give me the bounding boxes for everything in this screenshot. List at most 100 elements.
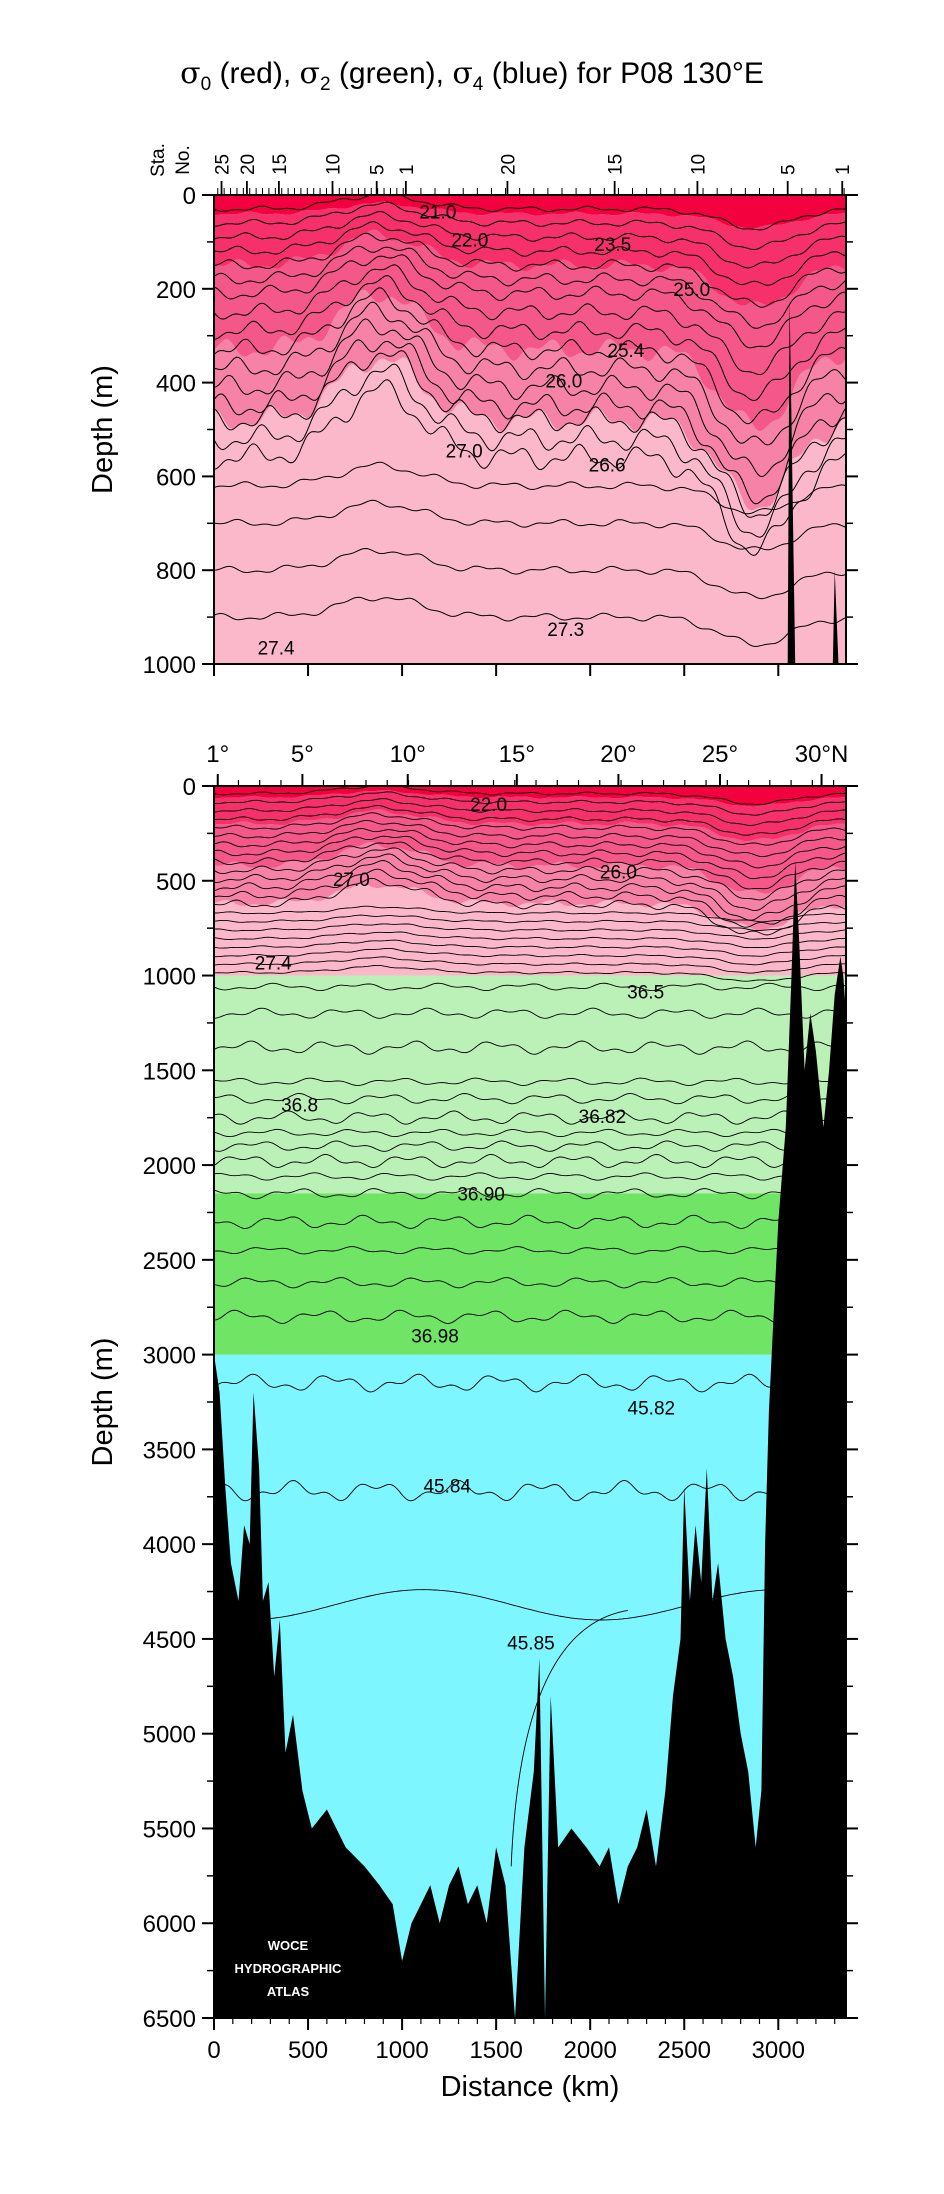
- y-tick-label: 3000: [143, 1343, 196, 1370]
- y-tick-label: 600: [156, 464, 196, 491]
- contour-label: 36.82: [579, 1107, 627, 1128]
- y-tick-label: 5000: [143, 1722, 196, 1749]
- isopycnal-line: [214, 914, 846, 932]
- bathymetry-ridge: [787, 298, 796, 664]
- y-tick-label: 5500: [143, 1816, 196, 1843]
- sigma-symbol: σ: [452, 56, 473, 91]
- latitude-label: 5°: [291, 741, 314, 768]
- contour-label: 22.0: [451, 231, 488, 252]
- top-panel: 21.0 22.0 23.5 25.0 25.4 26.0 27.0 26.6 27.3 27.4…: [87, 143, 858, 679]
- sigma-symbol: σ: [180, 56, 201, 91]
- isopycnal-line: [214, 221, 846, 286]
- station-label: 20: [238, 154, 259, 175]
- contour-label: 36.98: [411, 1327, 459, 1348]
- isopycnal-line: [214, 232, 846, 308]
- isopycnal-line: [214, 264, 846, 376]
- isopycnal-line: [214, 245, 846, 329]
- contour-label: 26.0: [545, 371, 582, 392]
- station-label: 15: [270, 154, 291, 175]
- sigma0-band: [214, 790, 846, 842]
- latitude-label: 15°: [499, 741, 535, 768]
- bottom-plot-area: [214, 786, 846, 2018]
- contour-label: 26.6: [589, 456, 626, 477]
- sigma0-band: [214, 289, 846, 511]
- isopycnal-line: [214, 939, 846, 957]
- y-tick-label: 500: [156, 869, 196, 896]
- station-label: 10: [688, 154, 709, 175]
- isopycnal-line: [214, 350, 846, 518]
- latitude-label: 10°: [390, 741, 426, 768]
- isopycnal-line: [214, 1172, 846, 1181]
- x-axis-label: Distance (km): [441, 2071, 620, 2103]
- contour-label: 27.0: [446, 442, 483, 463]
- isopycnal-line: [214, 461, 846, 515]
- isopycnal-line: [214, 827, 846, 869]
- title-text: (green),: [330, 57, 453, 90]
- latitude-label: 20°: [600, 741, 636, 768]
- sigma0-band: [214, 229, 846, 432]
- latitude-label: 25°: [702, 741, 738, 768]
- isopycnal-line: [214, 1309, 846, 1324]
- sigma0-band: [214, 809, 846, 894]
- station-label: 20: [498, 154, 519, 175]
- isopycnal-line: [214, 301, 846, 446]
- x-tick-label: 0: [207, 2037, 220, 2064]
- contour-label: 27.3: [547, 620, 584, 641]
- contour-label: 36.8: [281, 1095, 318, 1116]
- isopycnal-line: [214, 596, 846, 648]
- station-label: 5: [779, 164, 800, 175]
- isopycnal-line: [214, 1128, 846, 1138]
- isopycnal-line: [214, 956, 846, 974]
- contour-label: 23.5: [594, 235, 631, 256]
- sigma-subscript: 0: [200, 74, 212, 95]
- x-tick-label: 1000: [375, 2037, 428, 2064]
- isopycnal-line: [214, 1154, 846, 1168]
- x-tick-label: 500: [288, 2037, 328, 2064]
- isopycnal-line: [214, 254, 846, 349]
- contour-label: 36.90: [457, 1185, 505, 1206]
- isopycnal-line: [214, 877, 846, 936]
- isopycnal-line: [214, 805, 846, 836]
- sigma0-band: [214, 201, 846, 306]
- y-tick-label: 1000: [143, 964, 196, 991]
- isopycnal-line: [214, 210, 846, 269]
- y-tick-label: 4000: [143, 1532, 196, 1559]
- isopycnal-line: [214, 847, 846, 901]
- contour-label: 22.0: [470, 795, 507, 816]
- x-tick-label: 3000: [752, 2037, 805, 2064]
- station-label: 10: [324, 154, 345, 175]
- sigma-symbol: σ: [299, 56, 321, 91]
- contour-label: 36.5: [627, 983, 664, 1004]
- station-axis-label: Sta.: [148, 143, 169, 177]
- isopycnal-line: [214, 1214, 846, 1229]
- y-tick-label: 200: [156, 277, 196, 304]
- isopycnal-line: [214, 1188, 846, 1200]
- logo-text: ATLAS: [267, 1984, 310, 1999]
- isopycnal-line: [214, 1140, 846, 1152]
- station-label: 1: [397, 164, 418, 175]
- station-label: 25: [213, 154, 234, 175]
- bottom-panel: 22.0 27.0 26.0 27.4 36.5 36.8 36.82 36.90 36.98 4…: [87, 741, 858, 2103]
- title-text: (blue) for P08 130°E: [483, 57, 764, 90]
- y-tick-label: 800: [156, 558, 196, 585]
- isopycnal-line: [214, 1589, 846, 1621]
- isopycnal-line: [214, 819, 846, 858]
- isopycnal-line: [214, 1110, 846, 1125]
- contour-label: 26.0: [600, 862, 637, 883]
- woce-logo: WOCE HYDROGRAPHIC ATLAS: [235, 1938, 343, 1999]
- isopycnal-line: [214, 905, 846, 923]
- sigma-subscript: 4: [472, 74, 484, 95]
- y-tick-label: 6000: [143, 1911, 196, 1938]
- top-plot-area: [214, 195, 846, 664]
- top-y-axis-label: Depth (m): [87, 365, 119, 494]
- station-label: 5: [368, 164, 389, 175]
- isopycnal-line: [214, 379, 846, 557]
- latitude-label: 30°N: [795, 741, 849, 768]
- isopycnal-line: [214, 923, 846, 940]
- contour-label: 27.0: [333, 870, 370, 891]
- isopycnal-line: [214, 798, 846, 826]
- isopycnal-line: [214, 791, 846, 816]
- sigma2-dark-band: [214, 1193, 846, 1355]
- isopycnal-line: [214, 1077, 846, 1086]
- x-tick-label: 1500: [469, 2037, 522, 2064]
